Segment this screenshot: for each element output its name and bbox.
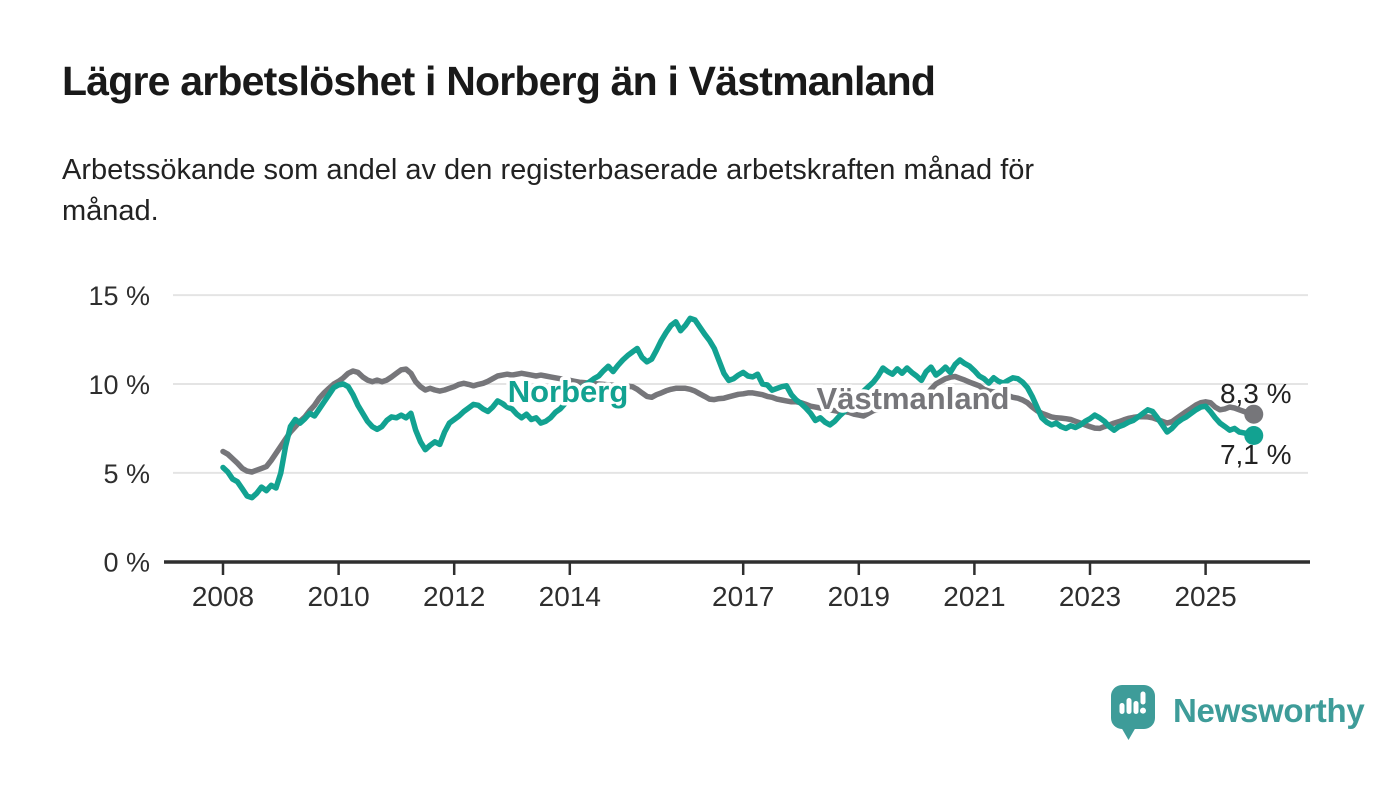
series-end-dot-norberg [1244, 426, 1264, 446]
x-tick-label: 2025 [1174, 581, 1236, 612]
series-inline-label-västmanland: Västmanland [817, 381, 1010, 416]
y-tick-label: 0 % [103, 548, 150, 578]
series-inline-label-norberg: Norberg [508, 374, 629, 409]
x-tick-label: 2021 [943, 581, 1005, 612]
series-end-value-västmanland: 8,3 % [1220, 378, 1292, 409]
series-end-value-norberg: 7,1 % [1220, 439, 1292, 470]
series-end-dot-västmanland [1244, 404, 1264, 424]
chart-subtitle: Arbetssökande som andel av den registerb… [62, 154, 1035, 227]
x-tick-label: 2023 [1059, 581, 1121, 612]
x-tick-label: 2008 [192, 581, 254, 612]
chart-title: Lägre arbetslöshet i Norberg än i Västma… [62, 58, 936, 104]
newsworthy-brand-text: Newsworthy [1173, 692, 1365, 729]
series-line-norberg [220, 315, 1257, 501]
x-tick-label: 2019 [828, 581, 890, 612]
x-tick-label: 2010 [307, 581, 369, 612]
x-tick-label: 2014 [539, 581, 601, 612]
newsworthy-logo: Newsworthy [1110, 684, 1365, 744]
x-tick-label: 2012 [423, 581, 485, 612]
newsworthy-bubble-icon [1111, 685, 1155, 740]
y-tick-label: 5 % [103, 459, 150, 489]
x-tick-label: 2017 [712, 581, 774, 612]
y-tick-label: 10 % [88, 370, 150, 400]
y-tick-label: 15 % [88, 281, 150, 311]
